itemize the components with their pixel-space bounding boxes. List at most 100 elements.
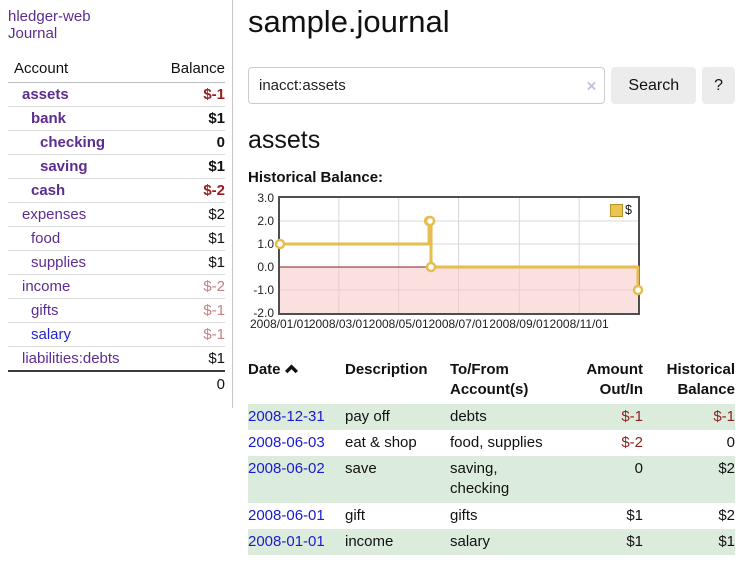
account-balance: 0: [148, 130, 225, 155]
account-balance: $-2: [148, 274, 225, 299]
help-button[interactable]: ?: [702, 67, 735, 104]
account-row: liabilities:debts $1: [8, 346, 225, 371]
transaction-row: 2008-06-01 gift gifts $1 $2: [248, 503, 735, 529]
txn-accounts: food, supplies: [450, 433, 543, 451]
accounts-total-value: 0: [148, 370, 225, 396]
transaction-row: 2008-01-01 income salary $1 $1: [248, 528, 735, 555]
chart-marker: [632, 284, 644, 296]
account-name-cell: liabilities:debts: [8, 346, 149, 371]
search-input[interactable]: [248, 67, 606, 104]
chart-title: Historical Balance:: [248, 169, 384, 186]
chart-marker: [425, 261, 437, 273]
register-header-row: Date Description To/From Account(s) Amou…: [248, 357, 735, 404]
account-link-bank[interactable]: bank: [31, 110, 67, 127]
account-balance: $1: [148, 346, 225, 371]
txn-date-link[interactable]: 2008-06-03: [248, 433, 325, 451]
account-balance: $-1: [148, 82, 225, 107]
txn-amount: $-2: [621, 433, 643, 451]
account-row: gifts $-1: [8, 298, 225, 323]
legend-swatch-icon: [610, 203, 624, 217]
account-balance: $-1: [148, 298, 225, 323]
register-table: Date Description To/From Account(s) Amou…: [248, 357, 735, 555]
txn-date-link[interactable]: 2008-12-31: [248, 407, 325, 425]
search-bar: × Search ?: [248, 67, 735, 104]
app-title-link[interactable]: hledger-web: [8, 8, 91, 25]
clear-search-icon[interactable]: ×: [586, 76, 597, 95]
account-balance: $1: [148, 226, 225, 251]
account-link-gifts[interactable]: gifts: [31, 302, 59, 319]
plot-area: $: [274, 196, 644, 315]
chart-marker: [424, 215, 436, 227]
column-header-description: Description: [345, 361, 428, 378]
account-link-supplies[interactable]: supplies: [31, 254, 87, 271]
account-name-cell: saving: [8, 154, 149, 179]
txn-description: income: [345, 532, 394, 550]
chevron-up-icon: [284, 360, 298, 380]
txn-description: pay off: [345, 407, 390, 425]
txn-description: save: [345, 460, 377, 477]
account-balance: $2: [148, 202, 225, 227]
column-header-amount: Amount Out/In: [586, 361, 643, 399]
column-header-date[interactable]: Date: [248, 357, 345, 404]
account-balance: $-1: [148, 322, 225, 347]
account-name-cell: supplies: [8, 250, 149, 275]
account-link-cash[interactable]: cash: [31, 182, 66, 199]
accounts-table: Account Balance assets $-1 bank $1 checking 0…: [8, 56, 225, 396]
txn-date-cell: 2008-06-01: [248, 503, 345, 529]
transaction-row: 2008-06-03 eat & shop food, supplies $-2 0: [248, 430, 735, 456]
account-row: checking 0: [8, 130, 225, 155]
txn-accounts: gifts: [450, 506, 478, 524]
account-row: food $1: [8, 226, 225, 251]
txn-balance: 0: [726, 433, 735, 451]
txn-date-cell: 2008-12-31: [248, 404, 345, 430]
account-name-cell: cash: [8, 178, 149, 203]
txn-balance: $2: [718, 506, 735, 524]
account-link-liabilities-debts[interactable]: liabilities:debts: [22, 350, 120, 367]
account-row: bank $1: [8, 106, 225, 131]
negative-region: [280, 267, 638, 313]
account-link-checking[interactable]: checking: [40, 134, 106, 151]
x-axis-tick: 2008/09/01: [489, 317, 550, 331]
txn-amount: $-1: [621, 407, 643, 425]
search-button[interactable]: Search: [611, 67, 697, 104]
account-link-assets[interactable]: assets: [22, 86, 69, 103]
account-link-saving[interactable]: saving: [40, 158, 88, 175]
accounts-header-row: Account Balance: [8, 56, 225, 83]
account-name-cell: bank: [8, 106, 149, 131]
x-axis-tick: 2008/11/01: [549, 317, 609, 331]
txn-accounts: saving, checking: [450, 460, 510, 498]
txn-date-link[interactable]: 2008-06-02: [248, 460, 325, 477]
txn-accounts: debts: [450, 407, 487, 425]
account-balance: $1: [148, 154, 225, 179]
txn-description: gift: [345, 506, 366, 524]
txn-description: eat & shop: [345, 433, 417, 451]
y-axis-tick: 3.0: [257, 191, 274, 205]
account-row: supplies $1: [8, 250, 225, 275]
account-link-expenses[interactable]: expenses: [22, 206, 87, 223]
txn-accounts: salary: [450, 532, 491, 550]
legend-label: $: [625, 203, 632, 217]
account-row: saving $1: [8, 154, 225, 179]
account-link-income[interactable]: income: [22, 278, 71, 295]
page: hledger-web Journal Account Balance asse…: [0, 0, 735, 555]
txn-balance: $1: [718, 532, 735, 550]
account-link-salary[interactable]: salary: [31, 326, 72, 343]
account-balance: $1: [148, 106, 225, 131]
account-row: assets $-1: [8, 82, 225, 107]
sidebar: hledger-web Journal Account Balance asse…: [0, 0, 233, 408]
x-axis: 2008/01/01 2008/03/01 2008/05/01 2008/07/01…: [250, 317, 640, 335]
account-heading: assets: [248, 126, 321, 154]
accounts-total-row: 0: [8, 370, 225, 396]
account-row: income $-2: [8, 274, 225, 299]
historical-balance-chart: 3.0 2.0 1.0 0.0 -1.0 -2.0 $ 2008/01/01 2008/03…: [248, 191, 735, 335]
sidebar-item-journal[interactable]: Journal: [8, 25, 58, 42]
x-axis-tick: 2008/07/01: [428, 317, 489, 331]
txn-date-link[interactable]: 2008-01-01: [248, 532, 325, 550]
accounts-header-balance: Balance: [148, 56, 225, 83]
x-axis-tick: 2008/01/01: [249, 317, 311, 331]
txn-date-link[interactable]: 2008-06-01: [248, 506, 325, 524]
account-link-food[interactable]: food: [31, 230, 61, 247]
account-name-cell: salary: [8, 322, 149, 347]
account-name-cell: gifts: [8, 298, 149, 323]
txn-balance: $-1: [713, 407, 735, 425]
